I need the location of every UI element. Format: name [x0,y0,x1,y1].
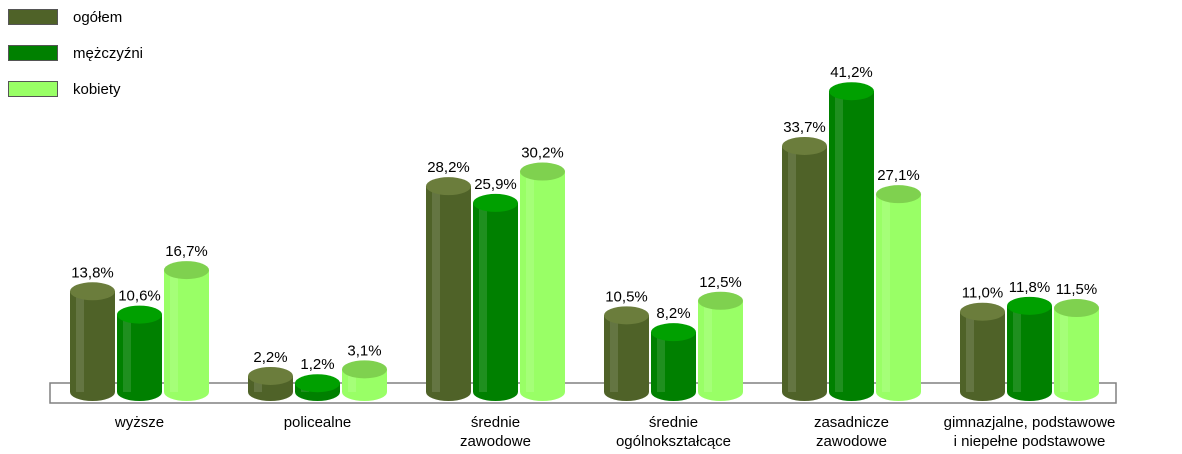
bar-top [960,302,1005,321]
bar-top [651,323,696,342]
bar-top [698,291,743,310]
legend-item-mezczyzni: mężczyźni [8,44,143,62]
bar-body [342,369,387,401]
category-label: średnie [471,414,520,431]
bar-highlight [123,314,131,392]
category-label: i niepełne podstawowe [954,433,1106,450]
bar-body [604,315,649,401]
bar-top [342,360,387,379]
bar-highlight [479,202,487,392]
data-label: 10,5% [605,288,648,305]
legend-label-mezczyzni: mężczyźni [73,44,144,62]
data-label: 11,5% [1056,281,1097,298]
bar-body [1007,305,1052,401]
bar-top [295,374,340,393]
bar-body [876,194,921,401]
data-label: 41,2% [830,64,873,81]
legend-item-ogolem: ogółem [8,8,143,26]
bar-highlight [657,332,665,392]
bar-body [70,291,115,401]
category-label: zawodowe [816,433,887,450]
bar-body [782,145,827,401]
bar-top [248,366,293,385]
data-label: 30,2% [521,145,564,162]
data-label: 3,1% [347,342,381,359]
category-label: wyższe [114,414,164,431]
bar-highlight [254,375,262,392]
category-label: średnie [649,414,698,431]
legend-label-ogolem: ogółem [73,8,123,26]
bar-top [782,136,827,155]
bar-body [473,202,518,401]
category-label: zasadnicze [814,414,889,431]
bar-top [117,305,162,324]
data-label: 10,6% [118,288,161,305]
data-label: 28,2% [427,159,470,176]
bar-top [70,282,115,301]
bar-highlight [882,194,890,392]
bar-body [426,186,471,401]
bar-highlight [835,91,843,393]
data-label: 2,2% [253,349,287,366]
category-label: policealne [284,414,352,431]
bar-body [960,311,1005,401]
bar-top [473,193,518,212]
bar-top [876,185,921,204]
data-label: 13,8% [71,264,114,281]
legend: ogółem mężczyźni kobiety [8,8,143,116]
bar-body [1054,308,1099,401]
bar-highlight [170,270,178,392]
bar-highlight [966,311,974,392]
bar-top [829,82,874,101]
data-label: 27,1% [877,167,920,184]
bar-top [1007,296,1052,315]
legend-item-kobiety: kobiety [8,80,143,98]
bar-highlight [432,186,440,392]
bar-body [651,332,696,401]
data-label: 1,2% [300,356,334,373]
data-label: 8,2% [656,305,690,322]
bar-top [604,306,649,325]
bar-highlight [526,171,534,392]
legend-swatch-ogolem [8,9,58,25]
bar-top [426,177,471,196]
legend-label-kobiety: kobiety [73,80,121,98]
bar-body [117,314,162,401]
bar-top [164,261,209,280]
bar-highlight [348,369,356,392]
bar-body [520,171,565,401]
bar-top [1054,299,1099,318]
data-label: 16,7% [165,243,208,260]
bar-highlight [788,145,796,392]
data-label: 11,0% [962,285,1003,302]
bar-body [829,91,874,402]
category-label: gimnazjalne, podstawowe [944,414,1116,431]
bar-highlight [1013,305,1021,392]
legend-swatch-mezczyzni [8,45,58,61]
data-label: 12,5% [699,274,742,291]
bar-highlight [1060,308,1068,392]
data-label: 11,8% [1009,279,1050,296]
bar-body [698,300,743,401]
legend-swatch-kobiety [8,81,58,97]
category-label: ogólnokształcące [616,433,731,450]
bar-highlight [610,315,618,392]
bar-top [520,162,565,181]
data-label: 25,9% [474,176,517,193]
category-label: zawodowe [460,433,531,450]
bar-highlight [704,300,712,392]
bar-body [164,270,209,401]
bar-highlight [76,291,84,392]
chart-floor [49,382,1117,404]
data-label: 33,7% [783,119,826,136]
